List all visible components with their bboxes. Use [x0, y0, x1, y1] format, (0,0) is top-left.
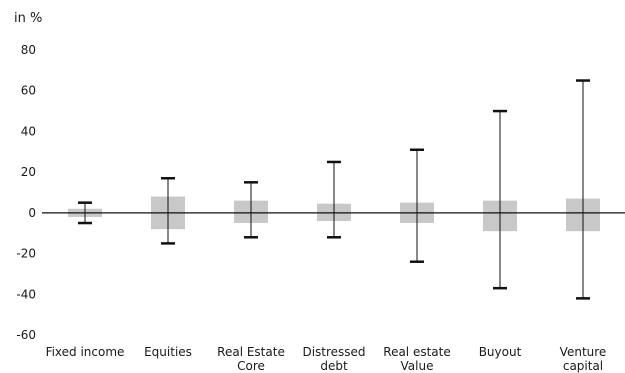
category-label-line: capital	[563, 359, 603, 373]
y-axis-unit-label: in %	[14, 11, 42, 26]
category-label: Fixed income	[46, 345, 125, 359]
category-label-line: Buyout	[479, 345, 522, 359]
y-tick-label: 40	[21, 124, 36, 138]
category-label-line: Real Estate	[217, 345, 285, 359]
y-tick-label: 60	[21, 84, 36, 98]
y-tick-label: 0	[28, 206, 36, 220]
y-tick-label: -20	[16, 247, 36, 261]
whiskers	[78, 79, 590, 300]
category-label: Venture capital	[560, 345, 607, 373]
y-tick-label: 20	[21, 165, 36, 179]
category-label-line: Real estate	[383, 345, 450, 359]
category-label-line: Fixed income	[46, 345, 125, 359]
category-label: Real estate Value	[383, 345, 450, 373]
category-label: Equities	[144, 345, 192, 359]
category-label-line: Distressed	[302, 345, 365, 359]
y-tick-label: -60	[16, 328, 36, 342]
y-tick-label: 80	[21, 43, 36, 57]
category-label: Distressed debt	[302, 345, 365, 373]
y-axis-tick-labels: 80 60 40 20 0 -20 -40 -60	[16, 43, 36, 342]
category-label-line: Value	[401, 359, 434, 373]
category-label: Buyout	[479, 345, 522, 359]
category-label-line: Core	[237, 359, 265, 373]
category-labels: Fixed income Equities Real Estate Core Distr…	[46, 345, 607, 373]
category-label-line: debt	[320, 359, 348, 373]
category-label-line: Venture	[560, 345, 607, 359]
category-label-line: Equities	[144, 345, 192, 359]
y-tick-label: -40	[16, 287, 36, 301]
category-label: Real Estate Core	[217, 345, 285, 373]
